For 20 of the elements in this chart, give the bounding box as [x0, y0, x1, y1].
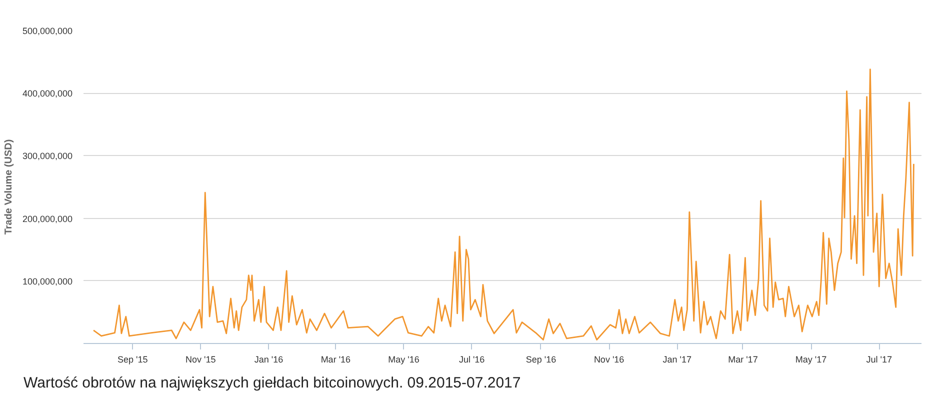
x-tick-label: Sep '16 — [526, 354, 556, 364]
y-tick-label: 200,000,000 — [22, 214, 73, 224]
y-tick-label: 400,000,000 — [22, 88, 73, 99]
x-tick-label: Jan '17 — [662, 354, 692, 364]
x-tick-label: May '17 — [795, 354, 827, 364]
line-series — [92, 68, 914, 340]
x-tick-label: Jul '17 — [866, 354, 892, 364]
x-tick-label: Mar '17 — [728, 354, 758, 364]
x-tick-label: May '16 — [388, 354, 420, 364]
x-tick-label: Mar '16 — [320, 354, 351, 364]
x-tick-label: Nov '15 — [186, 354, 216, 364]
y-axis-title: Trade Volume (USD) — [3, 139, 14, 235]
y-tick-label: 100,000,000 — [22, 276, 73, 286]
x-tick-label: Nov '16 — [594, 354, 624, 364]
text: Wartość obrotów na największych giełdach bitcoinowych. 09.2015-07.2017 — [24, 374, 521, 392]
x-tick-label: Jan '16 — [254, 354, 284, 364]
x-tick-label: Sep '15 — [117, 354, 148, 364]
y-tick-label: 500,000,000 — [22, 26, 73, 36]
y-tick-label: 300,000,000 — [22, 151, 73, 162]
x-tick-label: Jul '16 — [458, 354, 485, 364]
